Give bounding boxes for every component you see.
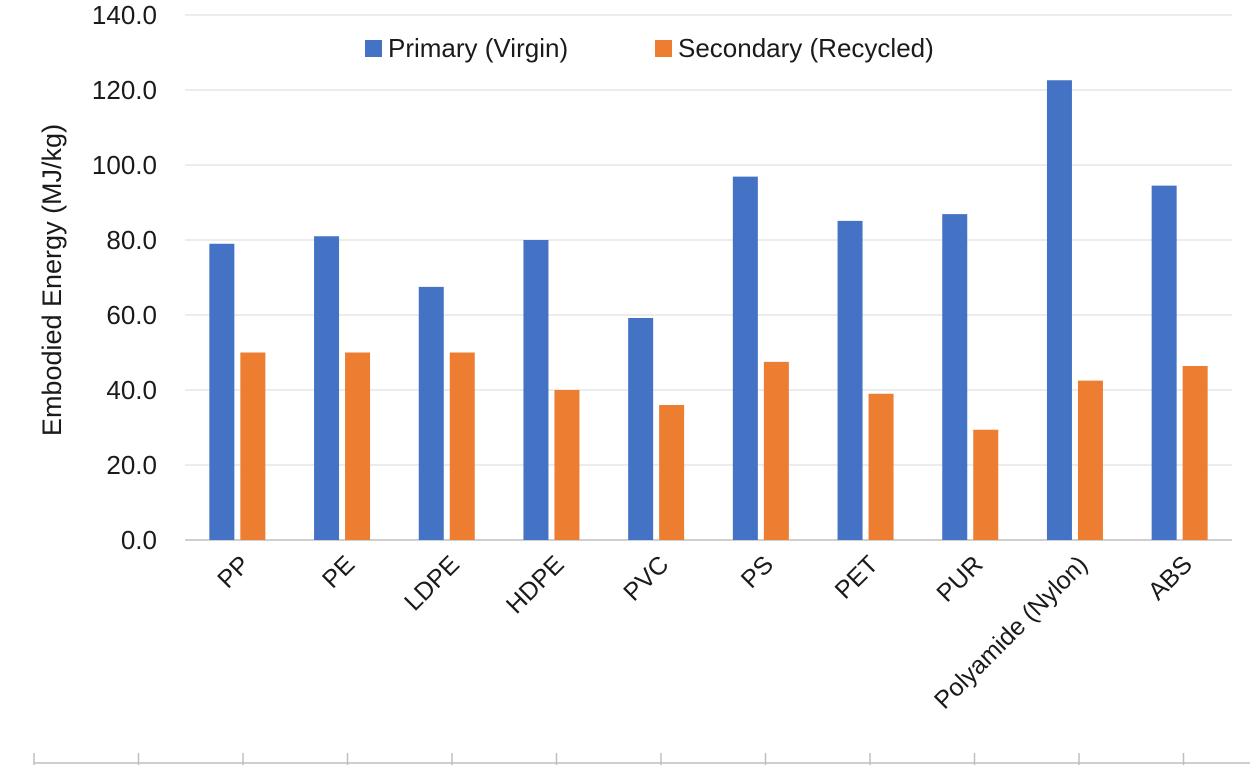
bar-secondary <box>868 393 894 540</box>
bar-primary <box>732 176 758 540</box>
x-category-label: PET <box>830 550 884 604</box>
x-category-label: PE <box>317 550 360 593</box>
bar-secondary <box>763 361 789 540</box>
bar-secondary <box>1077 380 1103 540</box>
bar-primary <box>628 318 654 540</box>
y-tick-label: 0.0 <box>121 525 157 555</box>
bar-secondary <box>449 352 475 540</box>
y-tick-label: 140.0 <box>92 0 157 30</box>
bar-primary <box>418 286 444 540</box>
x-category-label: PP <box>212 550 255 593</box>
x-category-label: PVC <box>618 550 674 606</box>
y-axis-ticks: 0.0 20.0 40.0 60.0 80.0 100.0 120.0 140.0 <box>92 0 157 555</box>
y-tick-label: 80.0 <box>106 225 157 255</box>
bar-primary <box>837 220 863 540</box>
x-category-label: LDPE <box>399 550 465 616</box>
x-category-label: PS <box>736 550 779 593</box>
bar-primary <box>314 236 340 540</box>
bar-secondary <box>973 429 999 540</box>
y-tick-label: 40.0 <box>106 375 157 405</box>
legend-swatch-secondary <box>655 40 672 57</box>
x-category-label: HDPE <box>501 550 570 619</box>
bars <box>209 80 1208 540</box>
x-category-label: PUR <box>931 550 988 607</box>
legend-label-secondary: Secondary (Recycled) <box>678 33 934 63</box>
y-axis-title: Embodied Energy (MJ/kg) <box>37 124 67 436</box>
y-tick-label: 120.0 <box>92 75 157 105</box>
bottom-axis-ticks <box>33 753 1250 765</box>
gridlines <box>185 14 1232 541</box>
bar-primary <box>523 240 549 540</box>
legend: Primary (Virgin) Secondary (Recycled) <box>365 33 934 63</box>
bar-primary <box>209 243 235 540</box>
y-tick-label: 20.0 <box>106 450 157 480</box>
x-category-label: ABS <box>1143 550 1198 605</box>
bar-secondary <box>240 352 266 540</box>
bar-secondary <box>1182 366 1208 540</box>
bar-secondary <box>554 390 580 540</box>
y-tick-label: 100.0 <box>92 150 157 180</box>
bar-primary <box>1151 185 1177 540</box>
bar-primary <box>942 214 968 540</box>
bar-primary <box>1046 80 1072 540</box>
y-tick-label: 60.0 <box>106 300 157 330</box>
bar-secondary <box>345 352 371 540</box>
legend-label-primary: Primary (Virgin) <box>388 33 568 63</box>
bar-secondary <box>659 405 685 540</box>
legend-swatch-primary <box>365 40 382 57</box>
